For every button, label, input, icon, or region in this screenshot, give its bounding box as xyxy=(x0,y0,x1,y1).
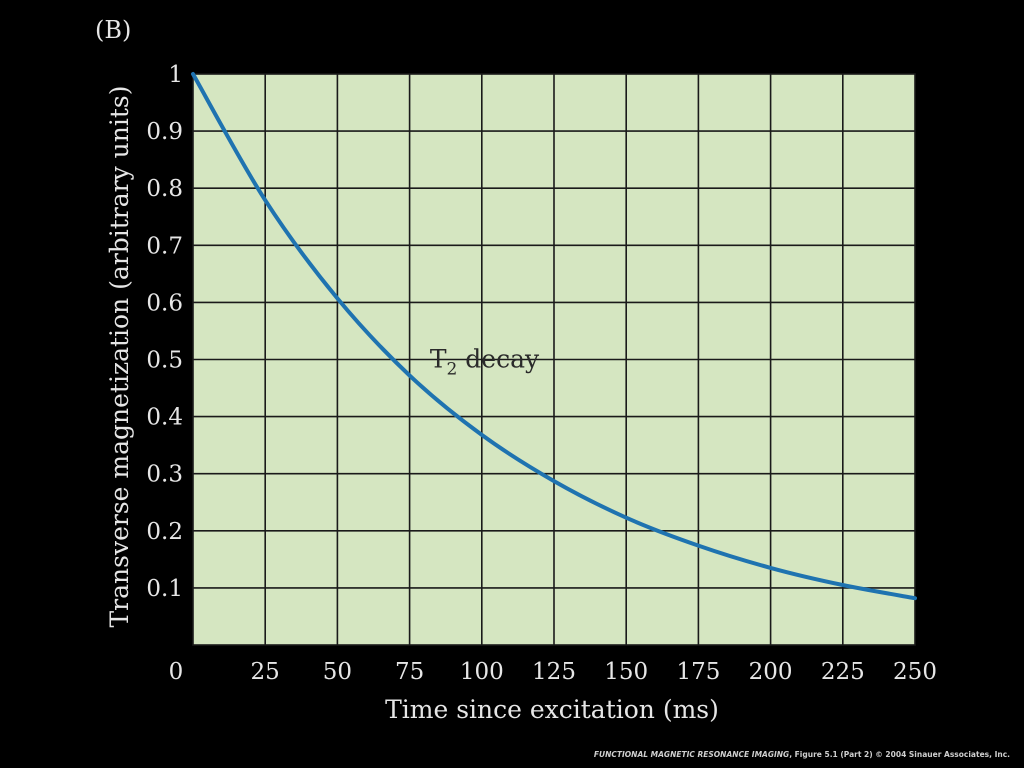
x-tick-label: 100 xyxy=(460,659,504,685)
y-axis-title: Transverse magnetization (arbitrary unit… xyxy=(105,85,134,627)
tick-labels: 0 25 50 75 100 125 150 175 200 225 250 0.1 0.2 0.3 0.4… xyxy=(146,62,937,685)
y-tick-label: 0.3 xyxy=(146,462,183,488)
x-tick-label: 25 xyxy=(251,659,280,685)
series-line-t2-decay xyxy=(191,72,917,601)
annotation-subscript: 2 xyxy=(447,360,458,380)
figure-credit: FUNCTIONAL MAGNETIC RESONANCE IMAGING, F… xyxy=(594,750,1010,759)
credit-title: FUNCTIONAL MAGNETIC RESONANCE IMAGING xyxy=(594,750,789,759)
y-tick-label: 0.8 xyxy=(146,176,183,202)
y-tick-label: 0.6 xyxy=(146,290,183,316)
x-tick-label: 75 xyxy=(395,659,424,685)
x-tick-label: 50 xyxy=(323,659,352,685)
x-tick-label: 250 xyxy=(893,659,937,685)
curve-annotation: T2 decay xyxy=(430,345,540,380)
x-tick-label: 200 xyxy=(749,659,793,685)
annotation-suffix: decay xyxy=(457,345,540,374)
panel-label: (B) xyxy=(95,16,131,44)
y-tick-label: 1 xyxy=(168,62,183,88)
y-tick-label: 0.7 xyxy=(146,233,183,259)
y-tick-label: 0.9 xyxy=(146,119,183,145)
x-tick-label: 225 xyxy=(821,659,865,685)
y-tick-label: 0.4 xyxy=(146,405,183,431)
y-tick-label: 0.2 xyxy=(146,519,183,545)
y-tick-label: 0.5 xyxy=(146,348,183,374)
y-tick-label: 0.1 xyxy=(146,576,183,602)
x-tick-label: 0 xyxy=(169,659,184,685)
x-tick-label: 125 xyxy=(532,659,576,685)
grid xyxy=(192,73,916,646)
x-tick-label: 150 xyxy=(604,659,648,685)
credit-rest: , Figure 5.1 (Part 2) © 2004 Sinauer Ass… xyxy=(789,750,1010,759)
plot-frame xyxy=(192,73,916,646)
annotation-main: T xyxy=(430,345,447,374)
x-tick-label: 175 xyxy=(676,659,720,685)
x-axis-title: Time since excitation (ms) xyxy=(385,695,719,724)
